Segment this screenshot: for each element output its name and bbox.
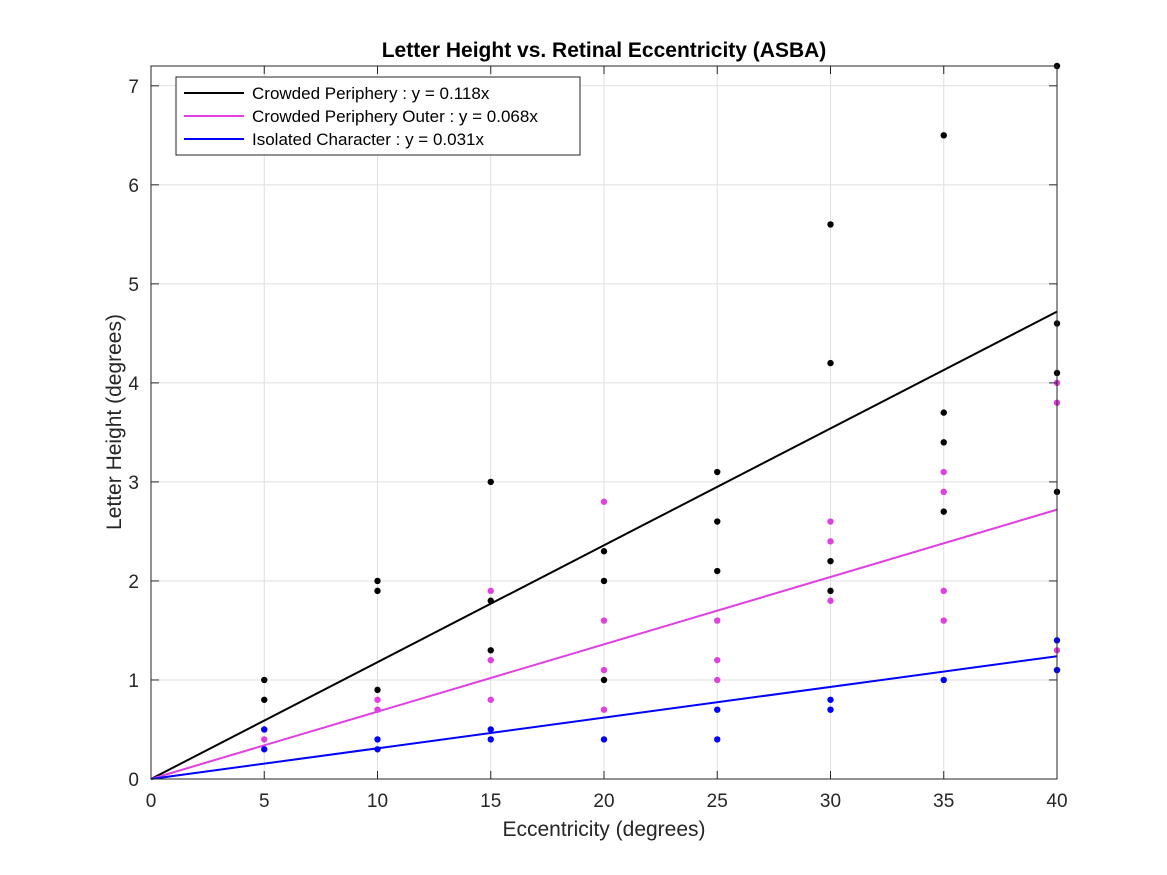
data-point-series-0 bbox=[600, 676, 608, 684]
fit-line-series-0 bbox=[150, 310, 1058, 780]
x-tick-label: 5 bbox=[259, 791, 270, 812]
data-point-series-0 bbox=[827, 221, 834, 228]
data-point-series-1 bbox=[827, 518, 834, 525]
x-axis-label: Eccentricity (degrees) bbox=[502, 818, 705, 841]
legend-entry: Isolated Character : y = 0.031x bbox=[252, 130, 484, 149]
data-point-series-2 bbox=[374, 746, 381, 753]
data-point-series-2 bbox=[374, 736, 381, 743]
plot-area bbox=[150, 62, 1061, 780]
y-tick-label: 5 bbox=[128, 275, 139, 296]
data-point-series-0 bbox=[940, 439, 947, 446]
data-point-series-1 bbox=[827, 538, 834, 545]
x-tick-label: 10 bbox=[367, 791, 388, 812]
y-tick-label: 2 bbox=[128, 572, 139, 593]
data-point-series-1 bbox=[374, 696, 381, 703]
y-tick-label: 7 bbox=[128, 77, 139, 98]
x-tick-label: 40 bbox=[1046, 791, 1067, 812]
legend-entry: Crowded Periphery Outer : y = 0.068x bbox=[252, 107, 538, 126]
data-point-series-1 bbox=[714, 617, 721, 624]
data-point-series-2 bbox=[487, 736, 494, 743]
data-point-series-2 bbox=[714, 736, 721, 743]
data-point-series-0 bbox=[827, 557, 834, 565]
data-point-series-0 bbox=[714, 567, 721, 575]
data-point-series-1 bbox=[600, 706, 608, 713]
grid-lines bbox=[150, 66, 1058, 780]
data-point-series-0 bbox=[940, 132, 947, 139]
data-point-series-0 bbox=[487, 597, 494, 604]
x-tick-label: 35 bbox=[933, 791, 954, 812]
data-point-series-1 bbox=[714, 656, 721, 664]
data-point-series-2 bbox=[940, 676, 947, 684]
chart-title: Letter Height vs. Retinal Eccentricity (… bbox=[382, 39, 827, 62]
legend-entry: Crowded Periphery : y = 0.118x bbox=[252, 84, 490, 103]
fit-line-series-2 bbox=[150, 655, 1058, 780]
data-point-series-2 bbox=[487, 726, 494, 733]
x-tick-label: 25 bbox=[707, 791, 728, 812]
y-tick-label: 3 bbox=[128, 473, 139, 494]
data-point-series-2 bbox=[827, 696, 834, 703]
axis-ticks: 0 5 10 15 20 25 30 35 40 0 1 2 3 4 5 6 7 bbox=[128, 66, 1068, 812]
y-tick-label: 0 bbox=[128, 770, 139, 791]
data-point-series-0 bbox=[374, 686, 381, 694]
data-point-series-2 bbox=[600, 736, 608, 743]
x-tick-label: 30 bbox=[820, 791, 841, 812]
data-point-series-0 bbox=[714, 468, 721, 476]
data-point-series-0 bbox=[600, 548, 608, 555]
x-tick-label: 15 bbox=[480, 791, 501, 812]
data-point-series-0 bbox=[940, 409, 947, 416]
data-point-series-1 bbox=[827, 597, 834, 604]
data-point-series-1 bbox=[940, 617, 947, 624]
data-point-series-1 bbox=[261, 736, 268, 743]
data-point-series-1 bbox=[374, 706, 381, 713]
data-point-series-1 bbox=[940, 468, 947, 476]
data-point-series-0 bbox=[374, 577, 381, 585]
x-tick-label: 0 bbox=[146, 791, 157, 812]
y-axis-label: Letter Height (degrees) bbox=[103, 314, 126, 530]
data-point-series-1 bbox=[940, 488, 947, 496]
data-point-series-1 bbox=[714, 676, 721, 684]
data-point-series-1 bbox=[487, 696, 494, 703]
data-point-series-0 bbox=[714, 518, 721, 525]
data-point-series-1 bbox=[940, 587, 947, 595]
data-point-series-2 bbox=[261, 726, 268, 733]
fit-line-series-1 bbox=[150, 508, 1058, 780]
data-point-series-2 bbox=[827, 706, 834, 713]
legend: Crowded Periphery : y = 0.118x Crowded Pe… bbox=[175, 76, 581, 156]
data-point-series-0 bbox=[374, 587, 381, 595]
data-point-series-0 bbox=[487, 478, 494, 486]
data-point-series-0 bbox=[600, 577, 608, 585]
data-point-series-0 bbox=[261, 676, 268, 684]
data-point-series-1 bbox=[600, 617, 608, 624]
x-tick-label: 20 bbox=[593, 791, 614, 812]
data-point-series-1 bbox=[487, 656, 494, 664]
data-point-series-0 bbox=[487, 647, 494, 654]
data-point-series-1 bbox=[487, 587, 494, 595]
data-point-series-2 bbox=[714, 706, 721, 713]
data-point-series-2 bbox=[261, 746, 268, 753]
data-point-series-0 bbox=[940, 508, 947, 515]
data-point-series-1 bbox=[600, 498, 608, 505]
data-point-series-0 bbox=[261, 696, 268, 703]
y-tick-label: 6 bbox=[128, 176, 139, 197]
data-point-series-0 bbox=[827, 587, 834, 595]
data-point-series-1 bbox=[600, 666, 608, 674]
y-tick-label: 1 bbox=[128, 671, 139, 692]
y-tick-label: 4 bbox=[128, 374, 139, 395]
data-point-series-0 bbox=[827, 359, 834, 367]
